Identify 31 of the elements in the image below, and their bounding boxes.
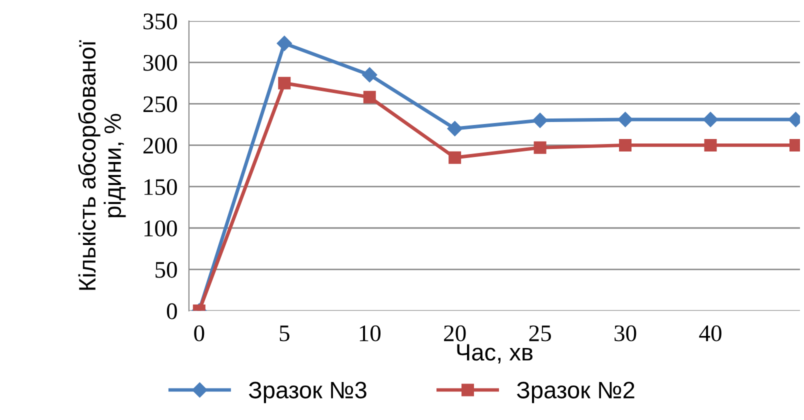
x-tick-label: 10	[360, 325, 381, 342]
point	[534, 141, 546, 154]
y-tick-label: 100	[144, 220, 177, 236]
point	[619, 138, 632, 152]
point	[276, 36, 292, 51]
point	[448, 151, 462, 164]
x-tick-label: 5	[280, 326, 290, 342]
x-tick-label: 30	[614, 325, 636, 342]
point	[447, 121, 462, 136]
point	[704, 138, 717, 152]
point	[532, 112, 548, 128]
y-tick-label: 250	[143, 96, 177, 112]
legend-label: Зразок №2	[516, 382, 634, 404]
y-tick-label: 300	[144, 54, 177, 71]
x-tick-label: 0	[194, 325, 204, 342]
point	[618, 112, 633, 128]
x-axis-title: Час, хв	[457, 344, 533, 364]
x-tick-label: 20	[444, 325, 466, 342]
point	[278, 76, 291, 90]
x-tick-label: 25	[529, 325, 551, 342]
x-tick-label: 40	[699, 325, 722, 342]
y-axis-title: Кількість абсорбованої рідини, %	[78, 40, 126, 290]
y-tick-label: 150	[144, 179, 177, 196]
point	[702, 112, 718, 128]
point	[363, 90, 376, 104]
y-tick-label: 0	[166, 303, 177, 320]
y-tick-label: 50	[156, 262, 177, 278]
point	[362, 67, 378, 82]
y-tick-label: 200	[143, 138, 177, 154]
legend-label: Зразок №3	[248, 382, 366, 404]
y-tick-label: 350	[144, 13, 177, 30]
